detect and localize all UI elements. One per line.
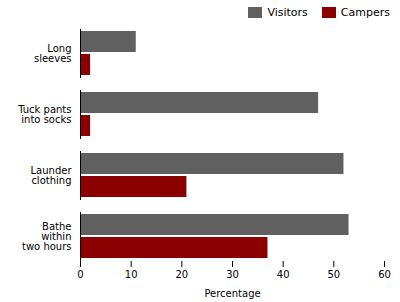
svg-text:Percentage: Percentage: [204, 288, 260, 299]
svg-text:40: 40: [277, 269, 290, 280]
html-text:Campers: Campers: [340, 5, 390, 19]
svg-text:20: 20: [175, 269, 188, 280]
svg-text:Launderclothing: Launderclothing: [31, 165, 73, 186]
svg-text:Bathewithintwo hours: Bathewithintwo hours: [22, 221, 72, 252]
svg-text:Longsleeves: Longsleeves: [34, 43, 72, 64]
svg-text:50: 50: [327, 269, 340, 280]
svg-text:60: 60: [378, 269, 391, 280]
html-text:Visitors: Visitors: [267, 5, 308, 19]
svg-text:30: 30: [226, 269, 239, 280]
svg-text:0: 0: [77, 269, 83, 280]
svg-text:10: 10: [125, 269, 138, 280]
svg-text:Tuck pantsinto socks: Tuck pantsinto socks: [17, 104, 71, 125]
